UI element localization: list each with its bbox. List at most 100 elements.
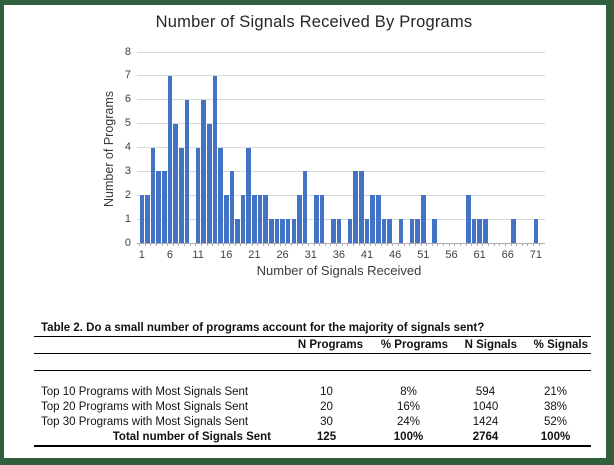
bar — [421, 195, 426, 243]
x-axis-tick — [538, 243, 540, 246]
bar — [297, 195, 302, 243]
row-label: Top 10 Programs with Most Signals Sent — [41, 386, 249, 398]
x-axis-tick — [167, 243, 169, 246]
bar — [223, 195, 229, 243]
x-axis-tick — [533, 243, 535, 246]
bar — [173, 123, 178, 243]
row-value: 16% — [396, 401, 421, 413]
bar — [364, 219, 370, 243]
gridline — [137, 75, 545, 77]
x-axis-tick — [184, 243, 186, 246]
x-axis-line — [137, 243, 545, 244]
x-axis-tick — [527, 243, 529, 246]
table-total-row: Total number of Signals Sent 125 100% 2764 1… — [34, 430, 591, 446]
x-axis-tick — [397, 243, 399, 246]
bar — [302, 171, 308, 243]
x-axis-tick — [476, 243, 478, 246]
bar — [274, 219, 280, 243]
table-header-n-signals: N Signals — [464, 339, 517, 351]
bar — [533, 219, 539, 243]
y-tick-label: 3 — [124, 164, 131, 177]
y-axis-title: Number of Programs — [102, 91, 116, 208]
bar — [207, 123, 212, 243]
x-axis-tick — [217, 243, 219, 246]
bar — [212, 75, 218, 243]
x-axis-tick — [279, 243, 281, 246]
table-row: Top 20 Programs with Most Signals Sent 20… — [34, 400, 591, 415]
x-tick-label: 26 — [276, 249, 289, 261]
x-axis-tick — [302, 243, 304, 246]
bar — [139, 195, 145, 243]
row-value: 100% — [393, 431, 424, 443]
x-axis-tick — [262, 243, 264, 246]
table-header-pct-signals: % Signals — [533, 339, 588, 351]
x-axis-tick — [274, 243, 276, 246]
bar — [370, 195, 375, 243]
bar — [145, 195, 150, 243]
x-axis-tick — [341, 243, 343, 246]
row-value: 8% — [400, 386, 417, 398]
x-axis-tick — [521, 243, 523, 246]
bar — [280, 219, 285, 243]
gridline — [137, 147, 545, 148]
x-tick-label: 16 — [220, 249, 233, 261]
x-axis-tick — [245, 243, 247, 246]
bar — [218, 147, 223, 243]
x-axis-tick — [251, 243, 253, 246]
bar — [314, 195, 319, 243]
x-axis-tick — [307, 243, 309, 246]
gridline — [137, 123, 545, 125]
x-axis-tick — [155, 243, 157, 246]
bar — [375, 195, 381, 243]
x-axis-tick — [409, 243, 411, 246]
gridline — [137, 51, 545, 53]
x-tick-label: 21 — [248, 249, 261, 261]
bar — [195, 147, 201, 243]
x-axis-tick — [437, 243, 439, 246]
bar — [319, 195, 325, 243]
x-axis-tick — [150, 243, 152, 246]
y-tick-label: 7 — [124, 69, 131, 82]
x-axis-tick — [369, 243, 371, 246]
x-axis-tick — [414, 243, 416, 246]
bar — [178, 147, 184, 243]
x-tick-label: 51 — [417, 249, 430, 261]
x-tick-label: 46 — [389, 249, 402, 261]
bar — [201, 99, 207, 243]
x-tick-label: 11 — [192, 249, 204, 261]
bar — [240, 195, 246, 243]
chart-title: Number of Signals Received By Programs — [155, 13, 473, 31]
row-value: 24% — [396, 416, 421, 428]
gridline — [137, 99, 545, 101]
x-axis-tick — [330, 243, 332, 246]
y-tick-label: 0 — [124, 236, 131, 249]
row-label: Total number of Signals Sent — [112, 431, 271, 443]
bar — [359, 171, 364, 243]
bar — [482, 219, 488, 243]
x-axis-tick — [313, 243, 315, 246]
table-header-pct-programs: % Programs — [380, 339, 448, 351]
x-axis-tick — [200, 243, 202, 246]
x-axis-tick — [510, 243, 512, 246]
x-tick-label: 61 — [473, 249, 486, 261]
x-axis-tick — [206, 243, 208, 246]
x-tick-label: 56 — [445, 249, 458, 261]
x-axis-tick — [336, 243, 338, 246]
y-tick-label: 2 — [124, 188, 131, 201]
table-body: Top 10 Programs with Most Signals Sent 10… — [34, 371, 591, 446]
table-header-empty — [34, 337, 287, 354]
bar — [347, 219, 353, 243]
bar — [150, 147, 156, 243]
x-axis-tick — [189, 243, 191, 246]
y-tick-label: 8 — [124, 45, 131, 58]
x-axis-tick — [178, 243, 180, 246]
bar — [353, 171, 359, 243]
x-tick-label: 36 — [332, 249, 345, 261]
bar — [471, 219, 477, 243]
bar — [184, 99, 190, 243]
bar — [156, 171, 161, 243]
x-axis-tick — [420, 243, 422, 246]
x-axis-tick — [431, 243, 433, 246]
bar — [415, 219, 420, 243]
table-header-row: N Programs % Programs N Signals % Signal… — [34, 336, 591, 354]
